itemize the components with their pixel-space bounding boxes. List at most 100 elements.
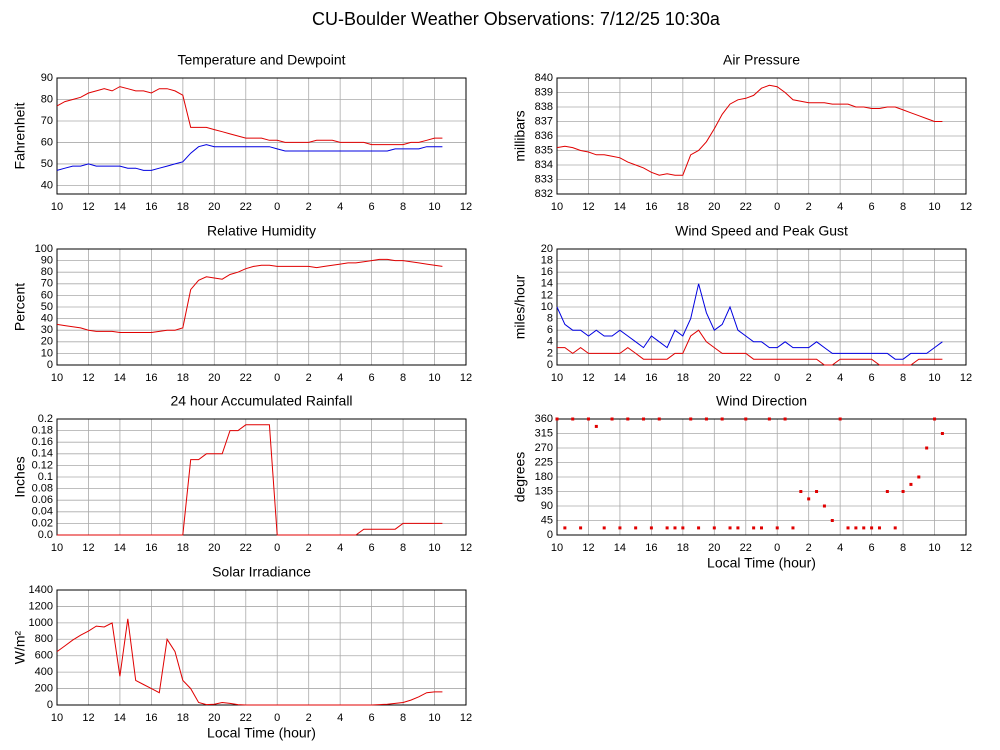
y-axis-label: W/m² (12, 630, 28, 664)
data-point (799, 490, 803, 493)
x-tick-label: 12 (582, 542, 594, 554)
x-tick-label: 10 (51, 201, 63, 213)
y-tick-label: 0.2 (38, 413, 53, 425)
x-tick-label: 12 (960, 201, 972, 213)
plot-frame (56, 77, 467, 195)
y-tick-label: 225 (535, 456, 553, 468)
x-tick-label: 16 (145, 542, 157, 554)
x-tick-label: 22 (240, 372, 252, 384)
x-tick-label: 2 (306, 372, 312, 384)
y-tick-label: 0.1 (38, 471, 53, 483)
y-tick-label: 800 (35, 633, 53, 645)
data-point (775, 526, 779, 530)
x-tick-label: 20 (208, 372, 220, 384)
x-tick-label: 22 (740, 542, 752, 554)
x-tick-label: 18 (177, 201, 189, 213)
chart-title: 24 hour Accumulated Rainfall (170, 393, 352, 409)
data-point (752, 526, 756, 530)
y-tick-label: 10 (41, 347, 53, 359)
y-tick-label: 835 (535, 144, 553, 156)
plot-frame (556, 77, 967, 195)
y-tick-label: 834 (535, 159, 553, 171)
y-tick-label: 90 (541, 500, 553, 512)
y-axis-label: millibars (512, 110, 528, 161)
y-tick-label: 833 (535, 173, 553, 185)
x-tick-label: 10 (428, 372, 440, 384)
data-point (933, 417, 937, 421)
data-point (665, 526, 669, 530)
y-tick-label: 60 (41, 289, 53, 301)
data-point (862, 526, 866, 530)
x-tick-label: 22 (740, 372, 752, 384)
data-point (563, 526, 567, 530)
data-point (783, 417, 787, 421)
plot-frame (556, 418, 967, 536)
x-tick-label: 2 (806, 542, 812, 554)
data-point (571, 417, 575, 421)
y-tick-label: 40 (41, 313, 53, 325)
data-point (594, 424, 598, 428)
data-point (807, 497, 811, 501)
y-tick-label: 0 (47, 359, 53, 371)
y-tick-label: 8 (547, 313, 553, 325)
y-tick-label: 2 (547, 347, 553, 359)
x-tick-label: 6 (369, 712, 375, 724)
x-tick-label: 12 (82, 542, 94, 554)
data-point (657, 417, 661, 421)
chart-title: Air Pressure (723, 52, 800, 68)
x-tick-label: 6 (869, 201, 875, 213)
y-tick-label: 0.12 (32, 459, 53, 471)
y-tick-label: 840 (535, 72, 553, 84)
x-tick-label: 8 (900, 201, 906, 213)
x-tick-label: 8 (400, 542, 406, 554)
x-tick-label: 14 (614, 201, 626, 213)
x-tick-label: 10 (51, 542, 63, 554)
x-tick-label: 4 (337, 712, 343, 724)
data-point (712, 526, 716, 530)
data-line (56, 258, 443, 333)
x-tick-label: 12 (460, 201, 472, 213)
data-line (56, 144, 443, 171)
x-tick-label: 2 (806, 201, 812, 213)
x-tick-label: 20 (708, 372, 720, 384)
x-tick-label: 22 (240, 712, 252, 724)
y-tick-label: 1200 (29, 600, 53, 612)
y-tick-label: 70 (41, 115, 53, 127)
y-tick-label: 838 (535, 101, 553, 113)
data-point (618, 526, 622, 530)
x-tick-label: 6 (369, 201, 375, 213)
x-tick-label: 8 (400, 712, 406, 724)
x-tick-label: 16 (645, 372, 657, 384)
data-point (830, 519, 834, 522)
y-tick-label: 0.08 (32, 483, 53, 495)
data-point (649, 526, 653, 530)
x-tick-label: 16 (145, 712, 157, 724)
chart-title: Relative Humidity (207, 223, 316, 239)
x-tick-label: 12 (82, 201, 94, 213)
x-tick-label: 12 (960, 542, 972, 554)
y-tick-label: 4 (547, 336, 553, 348)
x-tick-label: 12 (82, 372, 94, 384)
x-tick-label: 6 (369, 372, 375, 384)
x-tick-label: 0 (274, 372, 280, 384)
x-tick-label: 12 (582, 201, 594, 213)
y-tick-label: 14 (541, 278, 553, 290)
y-tick-label: 836 (535, 130, 553, 142)
y-tick-label: 1400 (29, 584, 53, 596)
y-tick-label: 832 (535, 188, 553, 200)
plot-frame (56, 418, 467, 536)
x-axis-label: Local Time (hour) (707, 555, 816, 571)
x-tick-label: 22 (240, 201, 252, 213)
y-tick-label: 0.16 (32, 436, 53, 448)
x-tick-label: 2 (306, 542, 312, 554)
x-axis-label: Local Time (hour) (207, 725, 316, 741)
data-point (791, 526, 795, 530)
y-tick-label: 180 (535, 471, 553, 483)
y-tick-label: 0.02 (32, 517, 53, 529)
data-line (557, 329, 943, 366)
data-point (877, 526, 881, 530)
data-point (720, 417, 724, 421)
y-tick-label: 839 (535, 86, 553, 98)
data-line (56, 618, 443, 706)
x-tick-label: 2 (306, 201, 312, 213)
